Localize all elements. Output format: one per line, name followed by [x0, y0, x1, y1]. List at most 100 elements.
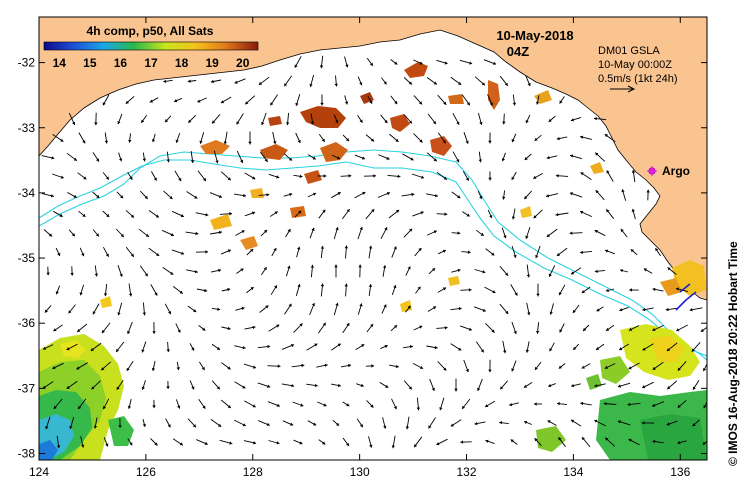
current-arrow	[488, 132, 492, 144]
x-tick-label: 124	[29, 465, 49, 479]
current-arrow	[281, 344, 295, 350]
current-arrow	[546, 228, 558, 238]
current-arrow	[452, 151, 460, 163]
current-arrow	[320, 94, 324, 106]
current-arrow	[331, 191, 341, 199]
current-arrow	[604, 133, 616, 143]
current-arrow	[115, 341, 125, 353]
current-arrow	[454, 378, 458, 392]
current-arrow	[117, 113, 123, 125]
current-arrow	[510, 439, 518, 445]
current-arrow	[316, 363, 328, 368]
current-arrow	[127, 172, 133, 180]
colorbar-ticks: 14 15 16 17 18 19 20	[53, 56, 250, 70]
current-arrow	[605, 324, 615, 332]
current-arrow	[211, 114, 221, 124]
current-arrow	[100, 361, 112, 371]
current-arrow	[363, 174, 377, 178]
current-arrow	[219, 439, 233, 445]
current-arrow	[405, 305, 411, 313]
current-arrow	[414, 247, 422, 257]
current-arrow	[549, 303, 554, 315]
current-arrow	[525, 114, 531, 124]
y-tick-label: -38	[18, 446, 36, 460]
current-arrow	[196, 439, 208, 445]
current-arrow	[570, 383, 582, 388]
y-tick-label: -34	[18, 186, 36, 200]
current-arrow	[556, 136, 568, 141]
current-arrow	[391, 398, 397, 410]
current-arrow	[642, 343, 654, 351]
current-arrow	[436, 438, 448, 446]
current-arrow	[627, 402, 641, 407]
current-arrow	[665, 307, 679, 312]
current-arrow	[677, 399, 687, 409]
current-arrow	[556, 247, 568, 257]
y-axis: -32 -33 -34 -35 -36 -37 -38	[18, 56, 707, 460]
current-arrow	[526, 302, 531, 316]
current-arrow	[140, 114, 148, 124]
current-arrow	[628, 362, 640, 370]
current-arrow	[244, 95, 256, 105]
current-arrow	[366, 57, 374, 67]
current-arrow	[293, 439, 303, 445]
current-arrow	[260, 151, 268, 163]
current-arrow	[666, 420, 678, 426]
current-arrow	[70, 266, 74, 276]
current-arrow	[477, 378, 483, 392]
current-arrow	[546, 155, 558, 160]
current-arrow	[80, 436, 85, 448]
current-arrow	[94, 265, 99, 277]
current-arrow	[570, 267, 582, 275]
current-arrow	[187, 305, 197, 313]
current-arrow	[403, 380, 413, 390]
current-arrow	[619, 306, 629, 312]
current-arrow	[344, 283, 348, 297]
current-arrow	[291, 363, 305, 368]
current-arrow	[78, 132, 86, 144]
current-arrow	[309, 74, 315, 88]
current-arrow	[548, 383, 556, 388]
current-arrow	[356, 418, 364, 428]
current-arrow	[511, 360, 517, 372]
current-arrow	[260, 229, 268, 237]
current-arrow	[437, 132, 447, 144]
current-arrow	[292, 401, 304, 407]
current-arrow	[459, 325, 473, 331]
current-arrow	[643, 268, 653, 274]
current-arrow	[403, 345, 413, 349]
current-arrow	[318, 133, 326, 143]
current-arrow	[79, 247, 85, 257]
current-arrow	[69, 416, 75, 430]
current-arrow	[604, 249, 616, 255]
current-arrow	[176, 361, 180, 371]
current-arrow	[53, 398, 63, 410]
current-arrow	[365, 208, 375, 220]
current-arrow	[125, 210, 135, 218]
current-arrow	[652, 324, 664, 332]
colorbar-tick-label: 17	[144, 56, 158, 70]
current-arrow	[594, 419, 606, 427]
current-arrow	[198, 325, 206, 331]
current-arrow	[628, 438, 640, 446]
current-arrow	[162, 267, 174, 275]
argo-marker: Argo	[647, 164, 690, 178]
current-arrow	[221, 362, 231, 370]
current-arrow	[139, 190, 149, 200]
current-arrow	[549, 342, 555, 352]
current-arrow	[270, 211, 278, 217]
current-arrow	[558, 284, 566, 296]
current-arrow	[413, 59, 423, 65]
current-arrow	[102, 94, 110, 106]
current-arrow	[117, 302, 123, 316]
current-arrow	[620, 228, 628, 238]
current-arrow	[128, 133, 132, 143]
current-arrow	[499, 421, 509, 425]
current-arrow	[594, 152, 606, 162]
current-arrow	[102, 398, 110, 410]
current-arrow	[460, 288, 472, 292]
current-arrow	[248, 131, 252, 145]
current-arrow	[219, 212, 233, 216]
current-arrow	[429, 378, 435, 392]
current-arrow	[380, 114, 388, 124]
